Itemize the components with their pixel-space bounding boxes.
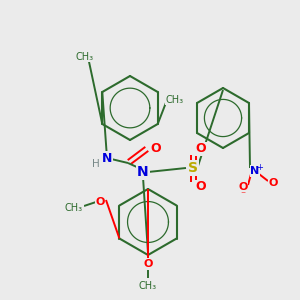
Text: O: O	[196, 181, 206, 194]
Text: CH₃: CH₃	[65, 203, 83, 213]
Text: +: +	[256, 164, 263, 172]
Text: H: H	[92, 159, 100, 169]
Text: CH₃: CH₃	[76, 52, 94, 62]
Text: O: O	[238, 182, 248, 192]
Text: O: O	[95, 197, 105, 207]
Text: S: S	[188, 161, 198, 175]
Text: O: O	[143, 259, 153, 269]
Text: CH₃: CH₃	[139, 281, 157, 291]
Text: O: O	[268, 178, 278, 188]
Text: ⁻: ⁻	[240, 190, 246, 200]
Text: N: N	[137, 165, 149, 179]
Text: N: N	[102, 152, 112, 164]
Text: N: N	[250, 166, 260, 176]
Text: CH₃: CH₃	[166, 95, 184, 105]
Text: O: O	[196, 142, 206, 155]
Text: O: O	[151, 142, 161, 154]
